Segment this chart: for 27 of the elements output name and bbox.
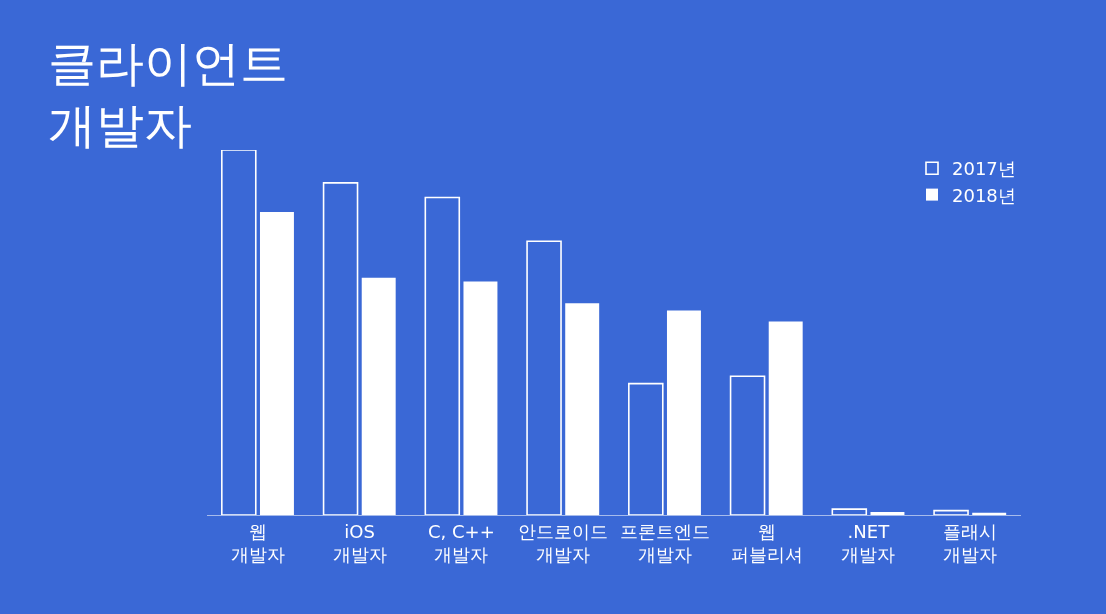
x-tick-label: 웹 개발자 [230, 520, 285, 565]
x-tick-label: C, C++ 개발자 [428, 520, 495, 565]
legend-label: 2018년 [952, 184, 1016, 206]
bar [628, 382, 664, 515]
bar [666, 310, 701, 515]
x-tick-label: 안드로이드 개발자 [518, 520, 609, 565]
bar [729, 375, 766, 515]
bar [565, 303, 600, 515]
x-tick-label: 프론트엔드 개발자 [619, 520, 710, 565]
bar [424, 196, 461, 515]
bar [221, 150, 257, 515]
legend-label: 2017년 [952, 158, 1016, 180]
bar [361, 277, 396, 515]
x-tick-label: 웹 퍼블리셔 [730, 520, 803, 565]
bar [831, 508, 868, 515]
x-tick-label: .NET 개발자 [841, 520, 896, 565]
bar [933, 509, 969, 515]
bar [322, 182, 359, 515]
bar [870, 512, 905, 515]
bar [463, 281, 498, 515]
chart-title: 클라이언트 개발자 [47, 34, 288, 154]
bar [259, 212, 294, 515]
x-tick-label: 플래시 개발자 [943, 520, 998, 565]
bar [768, 321, 803, 515]
bar [972, 512, 1007, 515]
x-tick-label: iOS 개발자 [332, 520, 387, 565]
bar [526, 240, 562, 515]
